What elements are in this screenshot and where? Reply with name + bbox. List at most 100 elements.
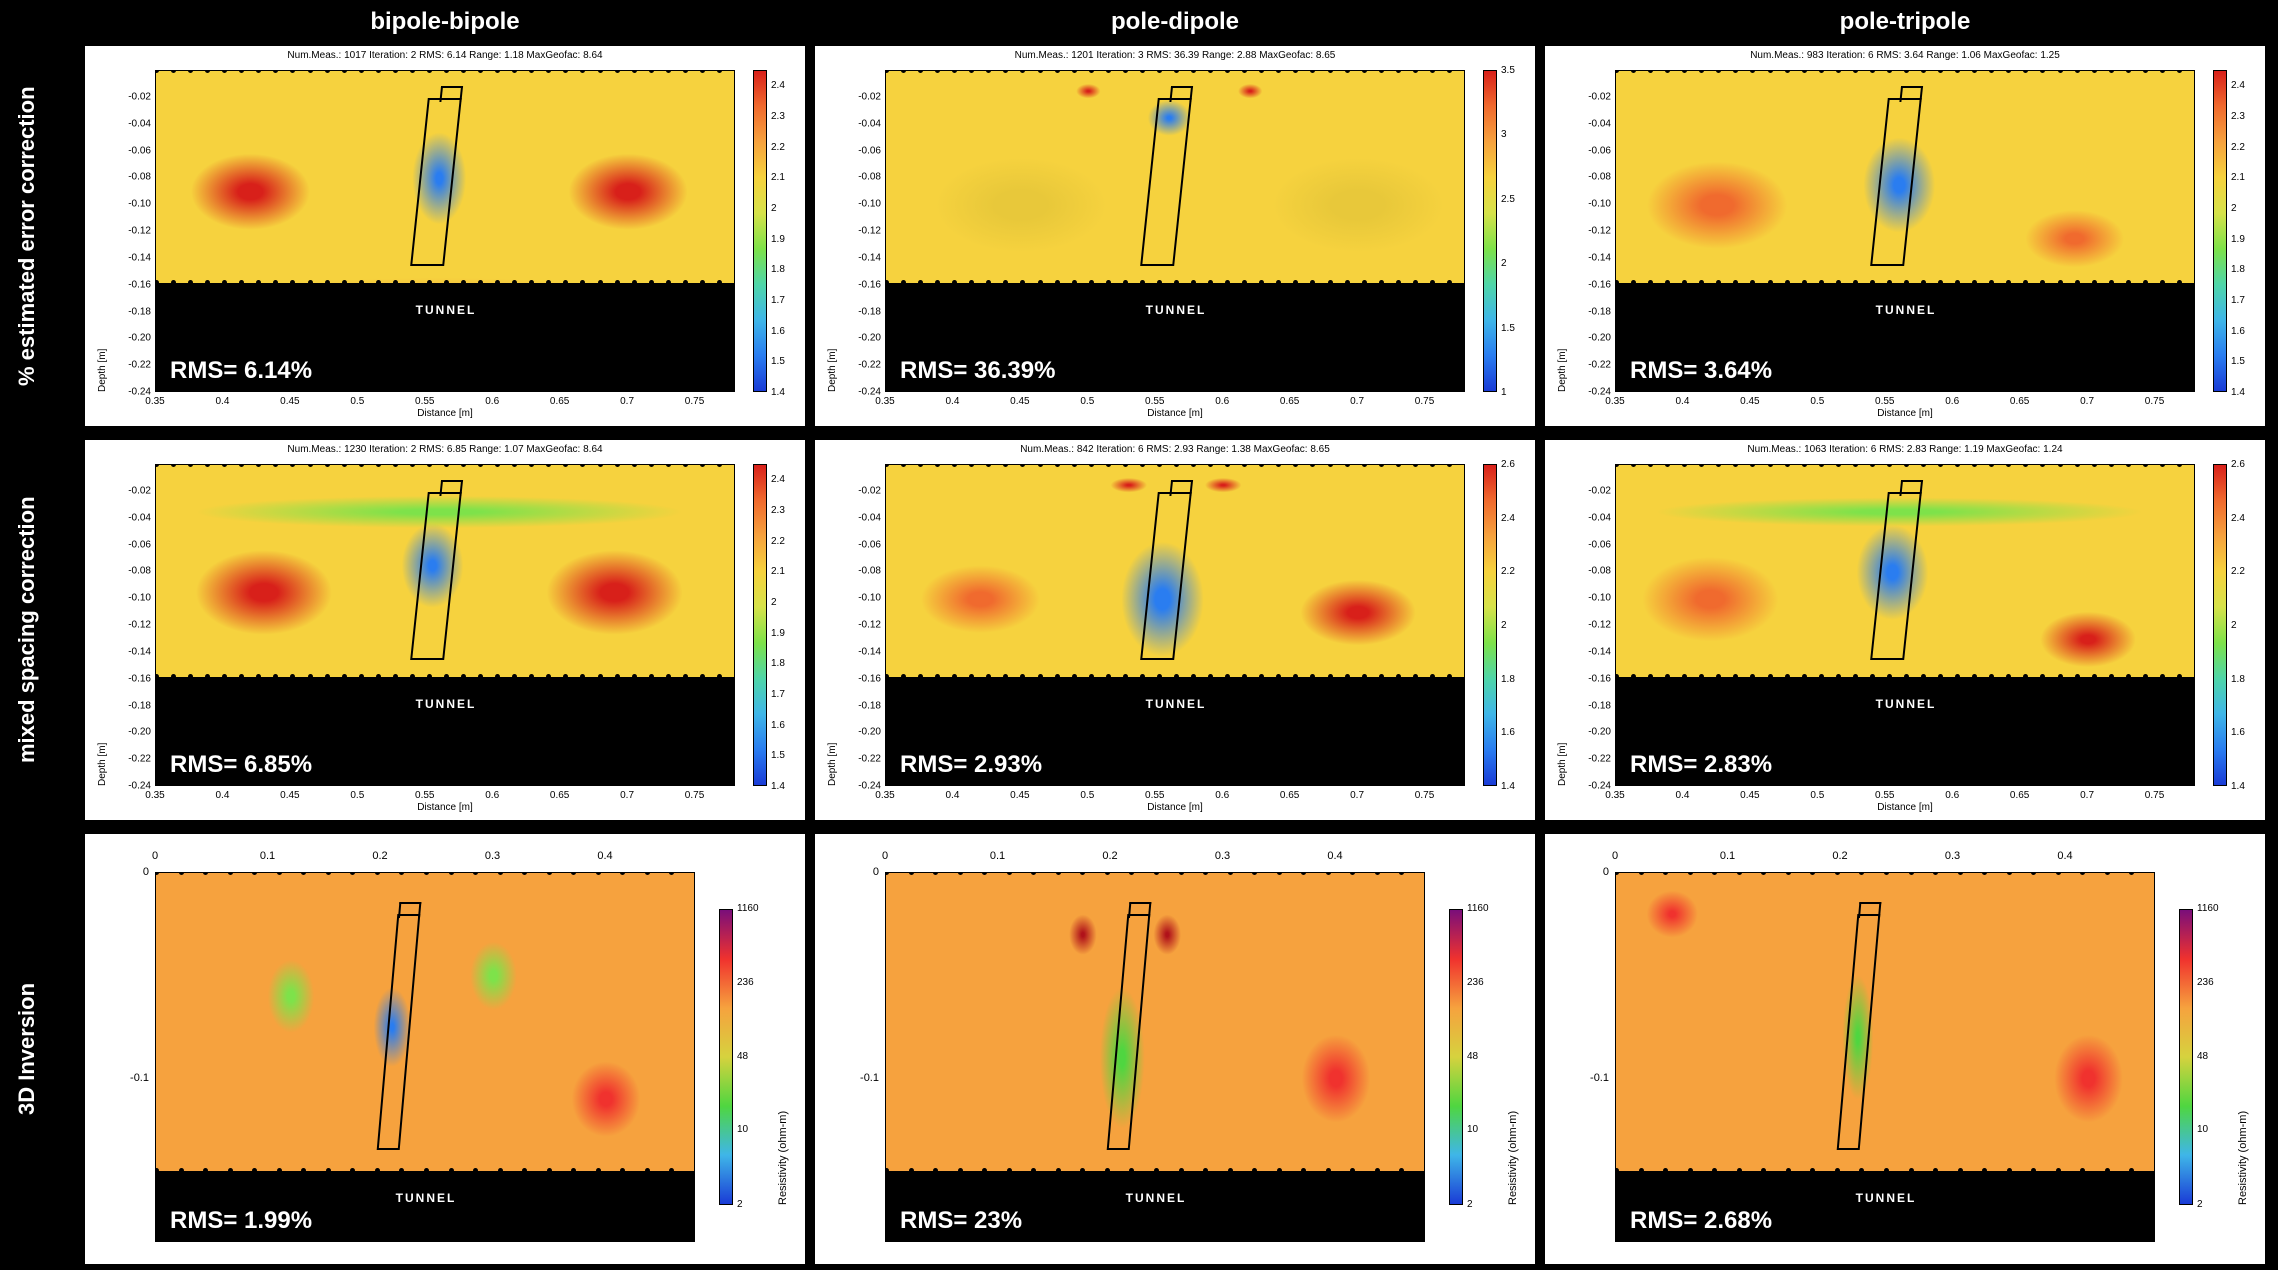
resistivity-plot: TUNNEL RMS= 3.64% bbox=[1615, 70, 2195, 392]
colorbar-ticks: 1.41.51.61.71.81.922.12.22.32.4 bbox=[2231, 70, 2261, 392]
inversion-panel: TUNNELRMS= 6.85%Num.Meas.: 1230 Iteratio… bbox=[85, 440, 805, 820]
tunnel-label: TUNNEL bbox=[156, 1191, 695, 1205]
inversion-panel: TUNNEL RMS= 36.39% Num.Meas.: 1201 Iterati… bbox=[815, 46, 1535, 426]
electrodes-bottom bbox=[1616, 280, 2195, 286]
colorbar bbox=[753, 70, 767, 392]
colorbar-ticks: 210482361160 bbox=[2197, 909, 2237, 1205]
y-axis-label: Depth [m] bbox=[1557, 464, 1568, 786]
row-label: % estimated error correction bbox=[14, 46, 40, 426]
tunnel-label: TUNNEL bbox=[1616, 303, 2195, 317]
y-axis-label: Depth [m] bbox=[827, 70, 838, 392]
inversion-panel: TUNNEL RMS= 2.68% 00.10.20.30.4 0-0.1 210482… bbox=[1545, 834, 2265, 1264]
x-ticks: 0.350.40.450.50.550.60.650.70.75 bbox=[155, 396, 735, 408]
electrodes-top bbox=[1616, 872, 2155, 876]
y-ticks: -0.02-0.04-0.06-0.08-0.10-0.12-0.14-0.16… bbox=[845, 464, 881, 786]
defect-outline bbox=[410, 98, 461, 266]
figure-root: bipole-bipolepole-dipolepole-tripole% es… bbox=[0, 0, 2278, 1270]
x-axis-label: Distance [m] bbox=[155, 802, 735, 813]
colorbar-ticks: 1.41.61.822.22.42.6 bbox=[2231, 464, 2261, 786]
rms-value: RMS= 3.64% bbox=[1630, 357, 1772, 385]
inversion-panel: TUNNELRMS= 23%00.10.20.30.40-0.121048236… bbox=[815, 834, 1535, 1264]
electrodes-top bbox=[156, 70, 735, 74]
tunnel-label: TUNNEL bbox=[1616, 1191, 2155, 1205]
resistivity-plot: TUNNELRMS= 23% bbox=[885, 872, 1425, 1242]
electrodes-top bbox=[156, 464, 735, 468]
electrodes-bottom bbox=[156, 280, 735, 286]
x-ticks: 0.350.40.450.50.550.60.650.70.75 bbox=[1615, 790, 2195, 802]
rms-value: RMS= 2.68% bbox=[1630, 1207, 1772, 1235]
electrodes-bottom bbox=[886, 1168, 1425, 1174]
electrodes-top bbox=[1616, 464, 2195, 468]
defect-outline bbox=[1870, 98, 1921, 266]
rms-value: RMS= 2.93% bbox=[900, 751, 1042, 779]
resistivity-plot: TUNNELRMS= 2.93% bbox=[885, 464, 1465, 786]
column-header: pole-tripole bbox=[1545, 8, 2265, 36]
y-axis-label: Depth [m] bbox=[827, 464, 838, 786]
colorbar bbox=[719, 909, 733, 1205]
tunnel-label: TUNNEL bbox=[156, 303, 735, 317]
inversion-panel: TUNNEL RMS= 6.14% Num.Meas.: 1017 Iteratio… bbox=[85, 46, 805, 426]
rms-value: RMS= 23% bbox=[900, 1207, 1022, 1235]
resistivity-plot: TUNNEL RMS= 36.39% bbox=[885, 70, 1465, 392]
rms-value: RMS= 2.83% bbox=[1630, 751, 1772, 779]
defect-outline bbox=[410, 492, 461, 660]
electrodes-top bbox=[886, 464, 1465, 468]
electrodes-bottom bbox=[1616, 1168, 2155, 1174]
defect-outline bbox=[376, 914, 419, 1150]
resistivity-plot: TUNNEL RMS= 2.68% bbox=[1615, 872, 2155, 1242]
colorbar bbox=[2213, 464, 2227, 786]
colorbar-label: Resistivity (ohm-m) bbox=[1507, 909, 1519, 1205]
colorbar-ticks: 11.522.533.5 bbox=[1501, 70, 1531, 392]
colorbar bbox=[2213, 70, 2227, 392]
defect-outline bbox=[1836, 914, 1879, 1150]
colorbar bbox=[1483, 464, 1497, 786]
row-label: 3D Inversion bbox=[14, 834, 40, 1264]
x-ticks: 0.350.40.450.50.550.60.650.70.75 bbox=[155, 790, 735, 802]
inversion-panel: TUNNELRMS= 2.93% Num.Meas.: 842 Iteration… bbox=[815, 440, 1535, 820]
colorbar bbox=[753, 464, 767, 786]
electrodes-bottom bbox=[156, 1168, 695, 1174]
x-axis-label: Distance [m] bbox=[1615, 408, 2195, 419]
x-axis-label: Distance [m] bbox=[885, 408, 1465, 419]
electrodes-bottom bbox=[886, 280, 1465, 286]
panel-meta: Num.Meas.: 842 Iteration: 6 RMS: 2.93 Ra… bbox=[815, 444, 1535, 455]
defect-outline bbox=[1870, 492, 1921, 660]
y-ticks-left: 0-0.1 bbox=[1565, 872, 1609, 1242]
y-ticks: -0.02-0.04-0.06-0.08-0.10-0.12-0.14-0.16… bbox=[115, 70, 151, 392]
electrodes-bottom bbox=[156, 674, 735, 680]
x-axis-label: Distance [m] bbox=[155, 408, 735, 419]
colorbar bbox=[1483, 70, 1497, 392]
x-ticks: 0.350.40.450.50.550.60.650.70.75 bbox=[1615, 396, 2195, 408]
panel-meta: Num.Meas.: 1201 Iteration: 3 RMS: 36.39 … bbox=[815, 50, 1535, 61]
panel-meta: Num.Meas.: 1017 Iteration: 2 RMS: 6.14 R… bbox=[85, 50, 805, 61]
resistivity-plot: TUNNELRMS= 1.99% bbox=[155, 872, 695, 1242]
tunnel-label: TUNNEL bbox=[886, 303, 1465, 317]
x-ticks: 0.350.40.450.50.550.60.650.70.75 bbox=[885, 790, 1465, 802]
electrodes-bottom bbox=[886, 674, 1465, 680]
defect-outline bbox=[1106, 914, 1149, 1150]
column-header: pole-dipole bbox=[815, 8, 1535, 36]
y-axis-label: Depth [m] bbox=[97, 464, 108, 786]
inversion-panel: TUNNELRMS= 2.83%Num.Meas.: 1063 Iteratio… bbox=[1545, 440, 2265, 820]
x-ticks-top: 00.10.20.30.4 bbox=[1615, 850, 2155, 864]
panel-meta: Num.Meas.: 1063 Iteration: 6 RMS: 2.83 R… bbox=[1545, 444, 2265, 455]
colorbar-ticks: 1.41.61.822.22.42.6 bbox=[1501, 464, 1531, 786]
inversion-panel: TUNNELRMS= 3.64%Num.Meas.: 983 Iteration… bbox=[1545, 46, 2265, 426]
resistivity-plot: TUNNELRMS= 6.85% bbox=[155, 464, 735, 786]
y-ticks: -0.02-0.04-0.06-0.08-0.10-0.12-0.14-0.16… bbox=[845, 70, 881, 392]
rms-value: RMS= 6.14% bbox=[170, 357, 312, 385]
inversion-panel: TUNNELRMS= 1.99%00.10.20.30.40-0.1210482… bbox=[85, 834, 805, 1264]
y-ticks-left: 0-0.1 bbox=[105, 872, 149, 1242]
y-ticks: -0.02-0.04-0.06-0.08-0.10-0.12-0.14-0.16… bbox=[1575, 464, 1611, 786]
rms-value: RMS= 36.39% bbox=[900, 357, 1055, 385]
colorbar-label: Resistivity (ohm-m) bbox=[777, 909, 789, 1205]
y-ticks: -0.02-0.04-0.06-0.08-0.10-0.12-0.14-0.16… bbox=[1575, 70, 1611, 392]
electrodes-top bbox=[1616, 70, 2195, 74]
electrodes-bottom bbox=[1616, 674, 2195, 680]
colorbar-label: Resistivity (ohm-m) bbox=[2237, 909, 2249, 1205]
defect-outline bbox=[1140, 98, 1191, 266]
y-axis-label: Depth [m] bbox=[1557, 70, 1568, 392]
x-axis-label: Distance [m] bbox=[1615, 802, 2195, 813]
resistivity-plot: TUNNEL RMS= 6.14% bbox=[155, 70, 735, 392]
row-label: mixed spacing correction bbox=[14, 440, 40, 820]
